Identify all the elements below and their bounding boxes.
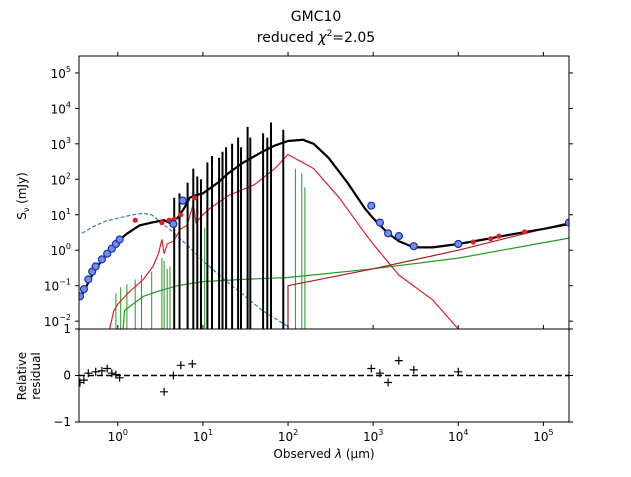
observed-flux-10	[169, 219, 178, 229]
residual-point-4	[97, 366, 106, 375]
residual-point-19	[565, 371, 569, 380]
sed-series-3-curve	[287, 222, 569, 329]
residual-y-axis-label-line1: Relative	[15, 352, 29, 400]
sed-y-tick-label-5: 103	[51, 136, 71, 152]
residual-point-15	[384, 378, 393, 387]
sed-y-axis-label: Sν (mJy)	[15, 172, 31, 220]
residual-point-8	[115, 373, 124, 382]
residual-point-3	[91, 367, 100, 376]
sed-panel-frame	[78, 55, 570, 330]
x-tick-label-2: 102	[278, 428, 298, 444]
residual-point-2	[84, 369, 93, 378]
sed-series-4-curve	[79, 138, 569, 301]
residual-point-1	[79, 376, 88, 385]
residual-point-9	[160, 387, 169, 396]
observed-flux-6	[103, 249, 112, 258]
model-flux-11	[521, 229, 528, 235]
sed-series-1-curve	[81, 212, 289, 328]
residual-point-18	[454, 367, 463, 376]
x-axis-label: Observed λ (μm)	[273, 447, 374, 461]
observed-flux-1	[79, 285, 89, 294]
model-flux-1	[159, 220, 165, 226]
residual-point-12	[188, 359, 197, 368]
observed-flux-0	[79, 292, 85, 301]
observed-flux-18	[564, 218, 569, 227]
residual-panel: −1 0 1 100 101 102 103 104 105	[53, 322, 573, 444]
model-flux-5	[192, 195, 198, 201]
residual-y-tick-label-2: 1	[63, 322, 71, 336]
residual-y-tick-label-0: −1	[53, 415, 71, 429]
sed-y-tick-label-3: 101	[51, 207, 71, 223]
observed-flux-9	[115, 235, 124, 244]
residual-y-axis-label-line2: residual	[29, 352, 43, 400]
observed-flux-14	[384, 229, 393, 238]
residual-point-11	[176, 361, 185, 370]
residual-y-tick-label-1: 0	[63, 369, 71, 383]
residual-point-6	[107, 369, 116, 378]
chart-title-line2: reduced χ2=2.05	[257, 29, 375, 46]
x-tick-label-5: 105	[533, 428, 553, 444]
sed-series-2-curve	[109, 153, 459, 329]
model-flux-8	[470, 239, 476, 245]
sed-y-tick-label-4: 102	[51, 171, 71, 187]
model-flux-10	[496, 233, 502, 239]
sed-y-tick-label-7: 105	[51, 65, 71, 81]
sed-y-tick-label-0: 10−2	[44, 313, 71, 329]
residual-point-14	[375, 369, 384, 378]
observed-flux-2	[84, 275, 93, 284]
observed-flux-5	[97, 255, 107, 264]
x-tick-label-0: 100	[108, 428, 128, 444]
model-flux-9	[488, 236, 494, 242]
observed-flux-15	[394, 232, 403, 241]
residual-point-17	[409, 365, 418, 374]
residual-point-5	[103, 364, 112, 373]
residual-point-13	[367, 364, 376, 373]
sed-y-tick-label-6: 104	[51, 100, 71, 116]
observed-flux-16	[409, 242, 418, 251]
x-tick-label-1: 101	[193, 428, 213, 444]
model-flux-4	[178, 212, 184, 218]
observed-flux-17	[454, 239, 463, 249]
observed-flux-11	[178, 196, 187, 205]
sed-series-0-curve	[122, 237, 569, 329]
observed-flux-13	[375, 218, 384, 227]
sed-panel: 10−2 10−1 100 101 102 103 104 105	[44, 52, 573, 330]
x-tick-label-4: 104	[448, 428, 468, 444]
chart-title-line1: GMC10	[291, 9, 342, 25]
sed-y-tick-label-1: 10−1	[44, 278, 71, 294]
x-tick-label-3: 103	[363, 428, 383, 444]
residual-point-16	[394, 356, 403, 365]
model-flux-0	[132, 217, 138, 223]
residual-point-10	[169, 371, 178, 380]
observed-flux-12	[367, 201, 376, 210]
sed-y-tick-label-2: 100	[51, 242, 71, 258]
observed-flux-4	[91, 262, 100, 271]
